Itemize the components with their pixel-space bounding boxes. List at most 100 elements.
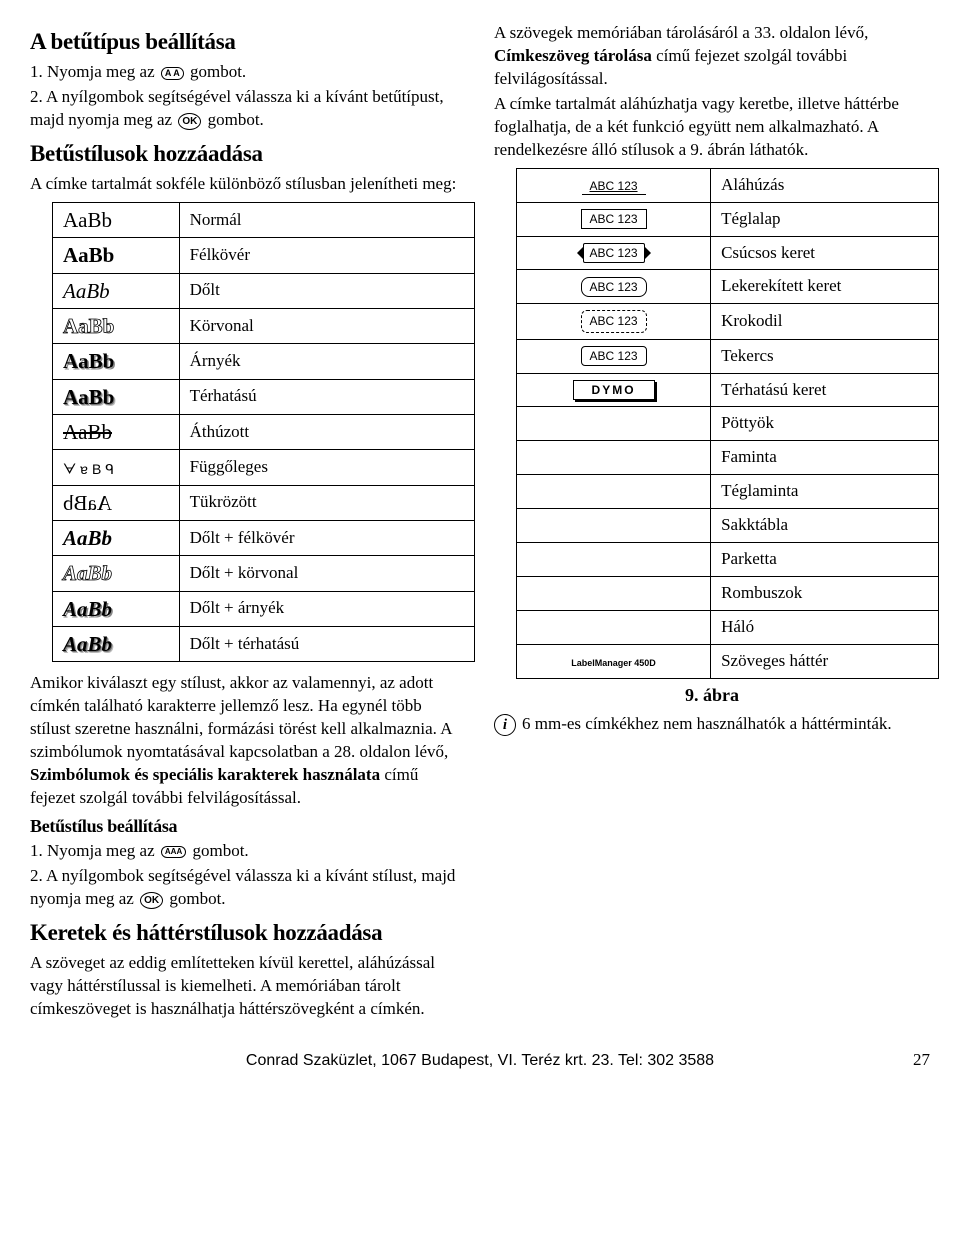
table-row: AaBbTükrözött (53, 485, 475, 520)
ok-button-icon: OK (178, 113, 201, 130)
style-label: Áthúzott (179, 414, 474, 449)
border-sample (517, 441, 711, 475)
table-row: Háló (517, 611, 939, 645)
ok-button-icon-2: OK (140, 892, 163, 909)
table-row: Parketta (517, 543, 939, 577)
footer-address: Conrad Szaküzlet, 1067 Budapest, VI. Ter… (80, 1050, 880, 1072)
table-row: LabelManager 450DSzöveges háttér (517, 645, 939, 679)
step-1-tail: gombot. (190, 62, 246, 81)
borders-paragraph: A szöveget az eddig említetteken kívül k… (30, 952, 466, 1021)
border-sample (517, 475, 711, 509)
border-label: Aláhúzás (711, 168, 939, 202)
style-sample: AaBb (53, 591, 180, 626)
style-label: Dőlt + árnyék (179, 591, 474, 626)
table-row: ABC 123Aláhúzás (517, 168, 939, 202)
ss2a: 2. A nyílgombok segítségével válassza ki… (30, 866, 455, 908)
style-label: Dőlt (179, 273, 474, 308)
border-label: Téglalap (711, 202, 939, 236)
style-sample: AaBb (53, 414, 180, 449)
border-label: Rombuszok (711, 577, 939, 611)
border-sample (517, 577, 711, 611)
info-text: 6 mm-es címkékhez nem használhatók a hát… (522, 713, 892, 736)
border-sample: ABC 123 (517, 270, 711, 304)
ria: A szövegek memóriában tárolásáról a 33. … (494, 23, 868, 42)
para-after-a: Amikor kiválaszt egy stílust, akkor az v… (30, 673, 452, 761)
set-style-step2: 2. A nyílgombok segítségével válassza ki… (30, 865, 466, 911)
table-row: Téglaminta (517, 475, 939, 509)
heading-font-setup: A betűtípus beállítása (30, 26, 466, 57)
table-row: AaBbDőlt + körvonal (53, 556, 475, 591)
style-button-icon: AAA (161, 846, 186, 858)
style-sample: AaBb (53, 308, 180, 343)
style-label: Félkövér (179, 238, 474, 273)
set-style-step1: 1. Nyomja meg az AAA gombot. (30, 840, 466, 863)
border-sample: ABC 123 (517, 202, 711, 236)
border-sample: ABC 123 (517, 339, 711, 373)
border-sample: ABC 123 (517, 168, 711, 202)
step-2: 2. A nyílgombok segítségével válassza ki… (30, 86, 466, 132)
table-row: AaBbDőlt + térhatású (53, 626, 475, 661)
table-row: AaBbÁrnyék (53, 344, 475, 379)
border-label: Pöttyök (711, 407, 939, 441)
table-row: ᗄɐBᑫFüggőleges (53, 450, 475, 485)
table-row: AaBbÁthúzott (53, 414, 475, 449)
step-1-text: 1. Nyomja meg az (30, 62, 159, 81)
border-label: Parketta (711, 543, 939, 577)
table-row: ABC 123Lekerekített keret (517, 270, 939, 304)
border-sample: LabelManager 450D (517, 645, 711, 679)
border-label: Faminta (711, 441, 939, 475)
table-row: AaBbDőlt + félkövér (53, 520, 475, 555)
heading-borders-bg: Keretek és háttérstílusok hozzáadása (30, 917, 466, 948)
style-sample: AaBb (53, 273, 180, 308)
para-after-bold: Szimbólumok és speciális karakterek hasz… (30, 765, 380, 784)
table-row: ABC 123Csúcsos keret (517, 236, 939, 270)
table-row: Rombuszok (517, 577, 939, 611)
border-sample: ABC 123 (517, 236, 711, 270)
style-sample: AaBb (53, 344, 180, 379)
info-note: i 6 mm-es címkékhez nem használhatók a h… (494, 713, 930, 736)
border-sample: DYMO (517, 373, 711, 407)
style-label: Körvonal (179, 308, 474, 343)
ss1b: gombot. (192, 841, 248, 860)
border-label: Téglaminta (711, 475, 939, 509)
table-row: AaBbNormál (53, 202, 475, 237)
border-label: Tekercs (711, 339, 939, 373)
border-sample (517, 407, 711, 441)
style-label: Árnyék (179, 344, 474, 379)
table-row: Sakktábla (517, 509, 939, 543)
page-footer: Conrad Szaküzlet, 1067 Budapest, VI. Ter… (30, 1049, 930, 1072)
border-sample: ABC 123 (517, 304, 711, 339)
heading-set-style: Betűstílus beállítása (30, 814, 466, 838)
table-row: ABC 123Krokodil (517, 304, 939, 339)
table-row: ABC 123Tekercs (517, 339, 939, 373)
info-icon: i (494, 714, 516, 736)
style-label: Dőlt + félkövér (179, 520, 474, 555)
figure-caption: 9. ábra (494, 683, 930, 707)
style-sample: AaBb (53, 556, 180, 591)
right-column: A szövegek memóriában tárolásáról a 33. … (494, 20, 930, 1023)
style-sample: AaBb (53, 202, 180, 237)
font-button-icon: A A (161, 67, 184, 80)
style-label: Térhatású (179, 379, 474, 414)
ss2b: gombot. (169, 889, 225, 908)
border-label: Csúcsos keret (711, 236, 939, 270)
table-row: Faminta (517, 441, 939, 475)
table-row: AaBbDőlt (53, 273, 475, 308)
step-1: 1. Nyomja meg az A A gombot. (30, 61, 466, 84)
border-label: Háló (711, 611, 939, 645)
style-label: Dőlt + körvonal (179, 556, 474, 591)
border-label: Lekerekített keret (711, 270, 939, 304)
style-sample: AaBb (53, 238, 180, 273)
border-label: Szöveges háttér (711, 645, 939, 679)
table-row: AaBbDőlt + árnyék (53, 591, 475, 626)
table-row: AaBbKörvonal (53, 308, 475, 343)
style-label: Függőleges (179, 450, 474, 485)
style-sample: AaBb (53, 485, 180, 520)
table-row: DYMOTérhatású keret (517, 373, 939, 407)
intro-styles: A címke tartalmát sokféle különböző stíl… (30, 173, 466, 196)
style-sample: ᗄɐBᑫ (53, 450, 180, 485)
ss1a: 1. Nyomja meg az (30, 841, 159, 860)
style-label: Normál (179, 202, 474, 237)
border-label: Térhatású keret (711, 373, 939, 407)
border-sample (517, 611, 711, 645)
